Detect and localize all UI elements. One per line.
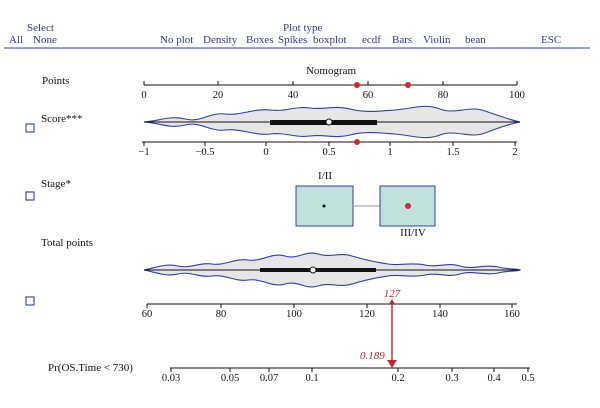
- probability-row: Pr(OS.Time < 730) 0.189 0.03 0.05 0.07 0.1 0…: [48, 350, 535, 384]
- stage-label: Stage*: [41, 178, 71, 190]
- total-points-checkbox[interactable]: [25, 296, 35, 306]
- projection-arrow: [387, 360, 397, 368]
- stage-checkbox[interactable]: [25, 191, 35, 201]
- select-none-button[interactable]: None: [33, 34, 57, 46]
- esc-button[interactable]: ESC: [541, 34, 561, 46]
- score-median: [325, 118, 333, 126]
- plot-type-no-plot-button[interactable]: No plot: [160, 34, 193, 46]
- probability-label: Pr(OS.Time < 730): [48, 362, 133, 374]
- points-tick-label: 0: [141, 90, 146, 101]
- total-points-boxplot-box: [260, 268, 376, 272]
- points-tick-label: 80: [438, 90, 449, 101]
- probability-ticks: 0.03 0.05 0.07 0.1 0.2 0.3 0.4 0.5: [162, 368, 535, 384]
- points-marker-stage[interactable]: [405, 82, 411, 88]
- total-points-tick-label: 100: [286, 309, 302, 320]
- score-tick-label: −0.5: [195, 147, 214, 158]
- probability-tick-label: 0.4: [487, 373, 501, 384]
- points-tick-label: 60: [363, 90, 374, 101]
- stage-level-2-label: III/IV: [400, 227, 426, 239]
- score-row: Score*** −1 −0.5 0 0.5 1 1.5 2: [25, 105, 521, 158]
- points-tick-label: 40: [288, 90, 299, 101]
- score-ticks: −1 −0.5 0 0.5 1 1.5 2: [138, 142, 518, 158]
- plot-type-density-button[interactable]: Density: [203, 34, 238, 46]
- points-tick-label: 20: [213, 90, 224, 101]
- points-tick-label: 100: [509, 90, 525, 101]
- total-points-ticks: 60 80 100 120 140 160: [142, 304, 520, 320]
- projection-top-arrow: [389, 299, 395, 304]
- plot-type-violin-button[interactable]: Violin: [423, 34, 451, 46]
- nomogram-title: Nomogram: [306, 65, 357, 77]
- score-boxplot-box: [270, 120, 377, 125]
- plot-type-boxes-button[interactable]: Boxes: [246, 34, 274, 46]
- probability-value-label: 0.189: [360, 350, 385, 362]
- plot-type-title: Plot type: [283, 22, 323, 34]
- score-tick-label: 1.5: [446, 147, 459, 158]
- menu-bar: Select All None Plot type No plot Densit…: [4, 22, 590, 49]
- probability-tick-label: 0.05: [221, 373, 239, 384]
- total-points-tick-label: 80: [216, 309, 227, 320]
- plot-type-spikes-button[interactable]: Spikes: [278, 34, 307, 46]
- probability-tick-label: 0.03: [162, 373, 180, 384]
- score-tick-label: −1: [138, 147, 149, 158]
- points-row: Points 0 20 40 60 80 100: [42, 75, 525, 101]
- score-tick-label: 1: [387, 147, 392, 158]
- probability-tick-label: 0.2: [391, 373, 404, 384]
- plot-type-ecdf-button[interactable]: ecdf: [362, 34, 381, 46]
- plot-type-bars-button[interactable]: Bars: [392, 34, 412, 46]
- total-points-tick-label: 120: [359, 309, 375, 320]
- total-points-tick-label: 60: [142, 309, 153, 320]
- score-marker[interactable]: [354, 139, 360, 145]
- points-marker-score[interactable]: [354, 82, 360, 88]
- plot-type-bean-button[interactable]: bean: [465, 34, 486, 46]
- total-points-tick-label: 140: [432, 309, 448, 320]
- plot-type-boxplot-button[interactable]: boxplot: [313, 34, 347, 46]
- total-points-median: [309, 266, 317, 274]
- stage-level-1-label: I/II: [318, 170, 332, 182]
- score-checkbox[interactable]: [25, 123, 35, 133]
- select-all-button[interactable]: All: [9, 34, 23, 46]
- stage-level-1-dot: [322, 204, 326, 208]
- score-tick-label: 0.5: [322, 147, 335, 158]
- probability-tick-label: 0.3: [445, 373, 458, 384]
- probability-tick-label: 0.07: [260, 373, 278, 384]
- total-points-row: Total points 60 80 100 120 140 160 127: [25, 237, 522, 320]
- score-tick-label: 0: [263, 147, 268, 158]
- total-points-tick-label: 160: [504, 309, 520, 320]
- stage-selected-marker: [405, 203, 411, 209]
- stage-row: Stage* I/II III/IV: [25, 170, 436, 239]
- score-tick-label: 2: [512, 147, 517, 158]
- points-label: Points: [42, 75, 70, 87]
- total-points-value-label: 127: [384, 288, 401, 300]
- select-title: Select: [27, 22, 54, 34]
- probability-tick-label: 0.1: [305, 373, 318, 384]
- score-label: Score***: [41, 113, 83, 125]
- points-ticks: 0 20 40 60 80 100: [141, 81, 525, 101]
- probability-tick-label: 0.5: [521, 373, 534, 384]
- total-points-label: Total points: [41, 237, 93, 249]
